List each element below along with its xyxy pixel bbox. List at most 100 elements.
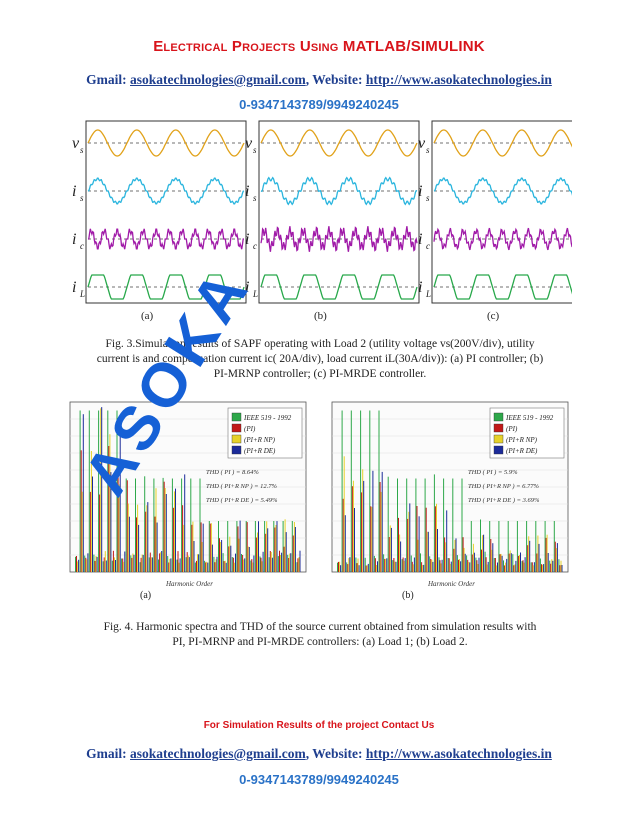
spectrum-bar	[178, 562, 180, 572]
figure-3-caption-line-1: Fig. 3.Simulation results of SAPF operat…	[105, 338, 535, 350]
spectrum-bar	[76, 556, 77, 572]
spectrum-bar	[377, 561, 378, 572]
spectrum-bar	[402, 557, 404, 572]
spectrum-bar	[294, 527, 296, 572]
spectrum-bar	[464, 553, 466, 572]
spectrum-bar	[492, 543, 494, 572]
row-label: i	[418, 231, 422, 248]
spectrum-bar	[469, 562, 471, 572]
spectrum-bar	[515, 560, 517, 572]
spectrum-bar	[287, 554, 289, 572]
spectrum-bar	[551, 559, 553, 572]
spectrum-bar	[255, 537, 257, 572]
footer-website-link[interactable]: http://www.asokatechnologies.in	[365, 746, 552, 761]
spectrum-bar	[558, 559, 560, 572]
spectrum-bar	[487, 561, 489, 572]
row-label-subscript: s	[426, 193, 430, 203]
spectrum-bar	[296, 562, 298, 572]
spectrum-bar	[509, 550, 511, 572]
row-label: i	[245, 231, 249, 248]
waveform-trace	[260, 176, 418, 206]
spectrum-bar	[499, 554, 501, 572]
spectrum-bar	[547, 553, 549, 572]
legend-label: (PI+R DE)	[506, 447, 538, 455]
gmail-label: Gmail:	[86, 72, 127, 87]
spectrum-bar	[532, 565, 534, 572]
spectrum-bar	[164, 488, 166, 572]
spectrum-bar	[409, 503, 411, 572]
spectrum-bar	[270, 552, 272, 572]
spectrum-bar	[367, 563, 369, 572]
header-phone: 0-9347143789/9949240245	[239, 97, 399, 112]
spectrum-bar	[444, 537, 446, 572]
spectrum-bar	[495, 565, 497, 572]
spectrum-bar	[95, 556, 97, 572]
spectrum-bar	[299, 550, 301, 572]
spectrum-bar	[415, 478, 417, 572]
spectrum-bar	[337, 562, 338, 572]
legend-swatch	[493, 445, 504, 455]
spectrum-bar	[181, 478, 183, 572]
spectrum-bar	[528, 536, 530, 572]
spectrum-bar	[452, 478, 454, 572]
spectrum-bar	[475, 557, 477, 572]
spectrum-bar	[521, 561, 523, 572]
spectrum-bar	[438, 557, 440, 572]
spectrum-bar	[494, 558, 496, 572]
spectrum-bar	[149, 552, 151, 572]
spectrum-bar	[275, 525, 277, 572]
spectrum-bar	[516, 521, 518, 572]
spectrum-bar	[504, 565, 506, 572]
figure-3: v s i s i c i L (a) v s i s i c i L (b) v s i s i c i L (c)	[66, 117, 593, 327]
spectrum-bar	[363, 480, 365, 572]
spectrum-bar	[561, 565, 563, 572]
waveform-trace	[433, 129, 591, 157]
panel-frame	[431, 120, 593, 304]
spectrum-bar	[446, 510, 448, 572]
spectrum-bar	[172, 507, 174, 572]
spectrum-bar	[201, 542, 203, 572]
figure-4-spectra: IEEE 519 - 1992 (PI) (PI+R NP) (PI+R DE) THD…	[69, 401, 569, 601]
spectrum-bar	[550, 563, 552, 572]
spectrum-bar	[252, 562, 254, 572]
spectrum-bar	[267, 528, 269, 572]
legend-swatch	[493, 412, 504, 422]
spectrum-bar	[524, 557, 526, 572]
spectrum-bar	[421, 562, 423, 572]
spectrum-bar	[81, 491, 83, 572]
spectrum-bar	[356, 563, 358, 572]
row-label-subscript: c	[253, 241, 257, 251]
spectrum-bar	[115, 560, 116, 572]
spectrum-bar	[215, 559, 217, 572]
row-label: v	[418, 135, 426, 152]
spectrum-bar	[471, 554, 473, 572]
spectrum-bar	[477, 564, 479, 572]
spectrum-bar	[205, 562, 207, 572]
legend-swatch	[231, 434, 242, 444]
spectrum-bar	[282, 521, 284, 572]
spectrum-bar	[342, 498, 344, 572]
spectrum-bar	[137, 504, 139, 572]
spectrum-bar	[77, 561, 79, 572]
spectrum-bar	[517, 555, 519, 572]
spectrum-bar	[88, 410, 90, 572]
website-link[interactable]: http://www.asokatechnologies.in	[365, 72, 552, 87]
footer-email-link[interactable]: asokatechnologies@gmail.com	[130, 746, 306, 761]
spectrum-bar	[450, 561, 452, 572]
spectrum-bar	[229, 536, 231, 572]
email-link[interactable]: asokatechnologies@gmail.com	[130, 72, 306, 87]
spectrum-bar	[222, 553, 224, 572]
spectrum-bar	[461, 478, 463, 572]
spectrum-bar	[182, 505, 184, 572]
spectrum-bar	[114, 557, 115, 572]
spectrum-bar	[553, 521, 555, 572]
spectrum-bar	[383, 554, 385, 572]
spectrum-bar	[484, 551, 486, 572]
panel-label: (b)	[314, 310, 327, 322]
row-label-subscript: s	[80, 145, 84, 155]
row-label-subscript: s	[80, 193, 84, 203]
spectrum-bar	[298, 557, 300, 572]
spectrum-bar	[210, 523, 212, 572]
spectrum-bar	[261, 561, 263, 572]
spectrum-bar	[110, 472, 112, 572]
